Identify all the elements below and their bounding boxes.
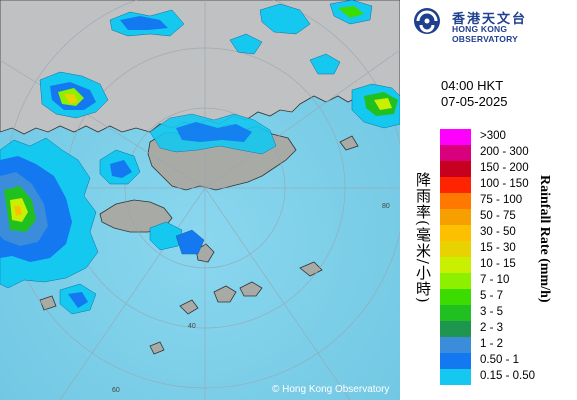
legend-label: 100 - 150 — [480, 178, 529, 190]
legend-swatch — [440, 161, 471, 177]
org-name-en: HONG KONG OBSERVATORY — [452, 24, 518, 44]
radar-map[interactable]: 40 60 80 — [0, 0, 400, 400]
copyright-notice: © Hong Kong Observatory — [272, 384, 390, 395]
outlying-island-7 — [339, 135, 359, 151]
ring-label-80: 80 — [382, 203, 390, 210]
legend-swatch — [440, 289, 471, 305]
legend-swatch — [440, 369, 471, 385]
legend-label: 5 - 7 — [480, 290, 504, 302]
legend-label: 2 - 3 — [480, 322, 504, 334]
legend-label: 1 - 2 — [480, 338, 504, 350]
legend-swatch — [440, 225, 471, 241]
legend-swatch — [440, 337, 471, 353]
legend-label: 10 - 15 — [480, 258, 516, 270]
outlying-island-3 — [179, 299, 199, 315]
legend-swatch — [440, 241, 471, 257]
legend-title-cn: 降雨率(毫米/小時) — [414, 172, 432, 304]
legend-panel: 香港天文台 HONG KONG OBSERVATORY 04:00 HKT 07… — [400, 0, 577, 400]
observation-date: 07-05-2025 — [441, 94, 508, 109]
radar-map-canvas: 40 60 80 — [0, 0, 400, 400]
legend-label: 150 - 200 — [480, 162, 529, 174]
hko-emblem-icon — [414, 8, 440, 34]
outlying-island-1 — [213, 285, 237, 303]
hko-logo: 香港天文台 HONG KONG OBSERVATORY — [412, 6, 572, 44]
legend-swatch — [440, 353, 471, 369]
legend-swatch — [440, 257, 471, 273]
legend-label: 7 - 10 — [480, 274, 510, 286]
legend-label: 200 - 300 — [480, 146, 529, 158]
legend-label: 15 - 30 — [480, 242, 516, 254]
legend-swatch — [440, 305, 471, 321]
legend-swatch — [440, 193, 471, 209]
legend-swatch — [440, 129, 471, 145]
org-name-cn: 香港天文台 — [452, 12, 528, 27]
rain-echoes — [0, 0, 400, 315]
legend-swatch — [440, 321, 471, 337]
legend-label: 75 - 100 — [480, 194, 523, 206]
legend-label: 3 - 5 — [480, 306, 504, 318]
outlying-island-2 — [239, 281, 263, 297]
legend-swatch — [440, 177, 471, 193]
legend-swatch — [440, 209, 471, 225]
legend-label: 0.50 - 1 — [480, 354, 519, 366]
observation-time: 04:00 HKT — [441, 78, 504, 93]
legend-swatch — [440, 273, 471, 289]
legend-label: 50 - 75 — [480, 210, 516, 222]
ring-label-40: 40 — [188, 323, 196, 330]
legend-title-en: Rainfall Rate (mm/h) — [537, 175, 552, 303]
ring-label-60: 60 — [112, 387, 120, 394]
legend-label: >300 — [480, 130, 506, 142]
outlying-island-6 — [149, 341, 165, 355]
legend-label: 0.15 - 0.50 — [480, 370, 535, 382]
legend-swatch — [440, 145, 471, 161]
legend-label: 30 - 50 — [480, 226, 516, 238]
